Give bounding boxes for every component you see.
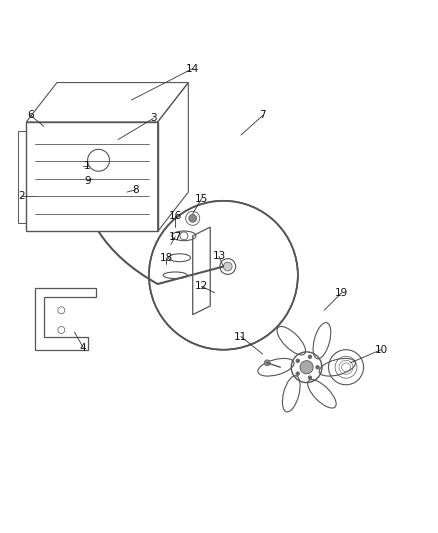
Circle shape — [296, 372, 300, 376]
Text: 15: 15 — [195, 193, 208, 204]
Text: 7: 7 — [259, 110, 266, 120]
Circle shape — [296, 359, 300, 363]
Circle shape — [189, 214, 197, 222]
Text: 16: 16 — [169, 211, 182, 221]
Text: 9: 9 — [84, 176, 91, 186]
Text: 2: 2 — [18, 191, 25, 201]
Text: 18: 18 — [160, 253, 173, 263]
Circle shape — [223, 262, 232, 271]
Text: 10: 10 — [374, 345, 388, 355]
Text: 8: 8 — [132, 185, 139, 195]
Circle shape — [300, 361, 313, 374]
Circle shape — [264, 360, 270, 366]
Text: 3: 3 — [150, 114, 157, 124]
Circle shape — [308, 354, 312, 359]
Text: 1: 1 — [84, 161, 91, 171]
Text: 13: 13 — [212, 252, 226, 261]
Text: 11: 11 — [234, 332, 247, 342]
Text: 19: 19 — [335, 288, 348, 298]
Text: 17: 17 — [169, 232, 182, 242]
Text: 12: 12 — [195, 281, 208, 291]
Text: 14: 14 — [186, 63, 199, 74]
Text: 4: 4 — [80, 343, 87, 352]
Circle shape — [315, 365, 320, 369]
Text: 6: 6 — [27, 110, 34, 120]
Circle shape — [308, 375, 312, 380]
